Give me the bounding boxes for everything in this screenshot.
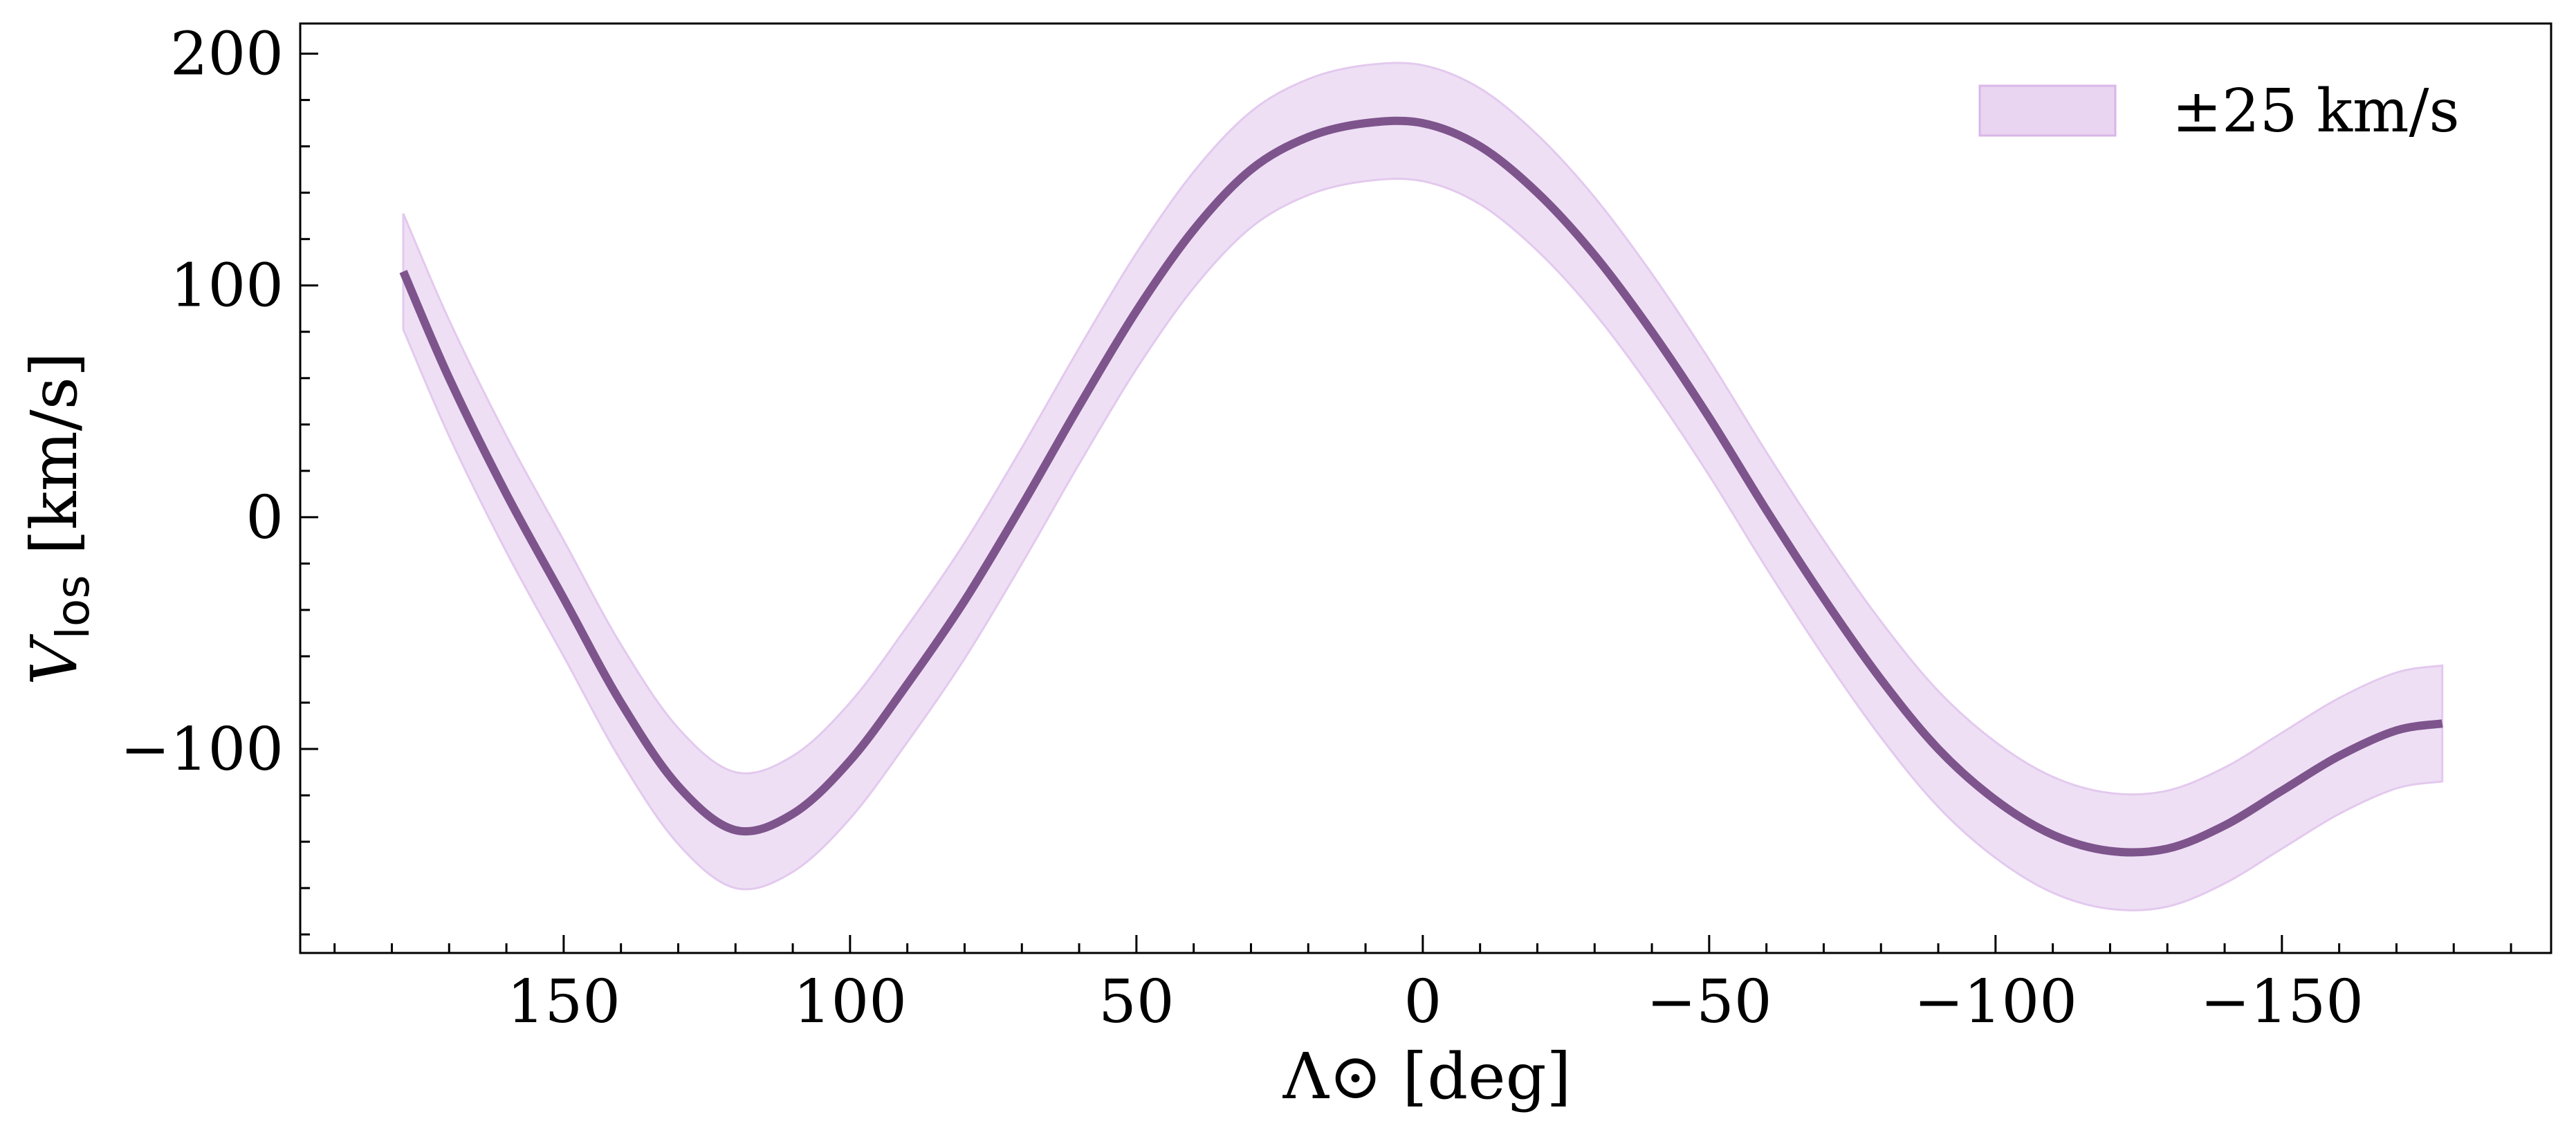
- series-line: [399, 116, 2443, 857]
- x-tick-label: 50: [1098, 967, 1174, 1037]
- x-tick-label: −50: [1646, 967, 1772, 1037]
- x-tick-label: −100: [1914, 967, 2077, 1037]
- plot-frame: [299, 22, 2552, 954]
- y-tick-label: 0: [246, 483, 284, 553]
- legend-swatch-band: [1978, 84, 2117, 137]
- y-axis-label: Vlos [km/s]: [17, 352, 100, 685]
- band-25kms: [402, 62, 2444, 911]
- x-tick-label: 150: [507, 967, 620, 1037]
- x-tick-label: −150: [2200, 967, 2364, 1037]
- axes: 150 100 50 0 −50 −100 −150 −100 0 100 200: [120, 20, 2552, 1037]
- y-axis-label-sub: los: [46, 575, 100, 639]
- y-axis-label-main: V: [17, 633, 91, 685]
- legend-label-band: ±25 km/s: [2172, 77, 2460, 146]
- x-axis-label: Λ⊙ [deg]: [1282, 1039, 1572, 1113]
- y-tick-label: 100: [170, 252, 284, 321]
- x-tick-label: 100: [793, 967, 907, 1037]
- y-axis-label-tail: [km/s]: [17, 352, 91, 575]
- y-tick-label: 200: [170, 20, 284, 89]
- y-tick-label: −100: [120, 715, 284, 784]
- x-tick-label: 0: [1404, 967, 1442, 1037]
- plot-area: [399, 62, 2444, 911]
- legend: ±25 km/s: [1978, 77, 2460, 146]
